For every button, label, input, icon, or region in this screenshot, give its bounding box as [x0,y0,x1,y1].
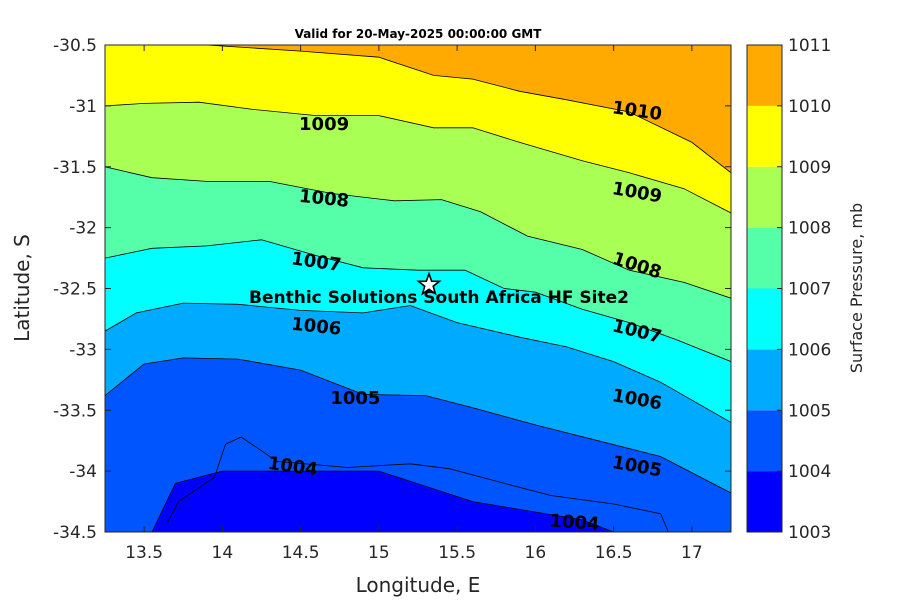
contour-line-layer [105,45,731,532]
y-tick-label: -31 [69,97,97,117]
contour-label: 1009 [299,114,349,135]
contour-label: 1008 [298,186,350,212]
contour-line-1009 [105,101,731,214]
x-tick-label: 14 [212,543,234,563]
x-tick-label: 17 [681,543,703,563]
contour-label: 1005 [330,388,380,409]
colorbar-tick-label: 1011 [788,36,831,56]
colorbar-label: Surface Pressure, mb [847,203,866,373]
contour-label: 1006 [290,314,342,340]
colorbar-swatch [747,227,782,289]
colorbar-tick-label: 1009 [788,158,831,178]
contour-line-1004 [167,436,669,532]
contour-line-1006 [105,302,731,423]
colorbar-swatch [747,45,782,106]
band-1003-1004 [151,470,614,532]
contour-line-1007 [105,239,731,362]
colorbar: 1003 1004 1005 1006 1007 1008 1009 1010 1011 [746,36,831,543]
contour-label: 1004 [549,511,600,535]
x-tick-label: 16.5 [595,543,633,563]
contour-fill-layer [105,45,731,532]
x-axis-label: Longitude, E [356,573,481,597]
y-tick-label: -34.5 [53,523,97,543]
colorbar-tick-label: 1006 [788,340,831,360]
chart-title: Valid for 20-May-2025 00:00:00 GMT [295,27,543,41]
site-label: Benthic Solutions South Africa HF Site2 [249,288,629,308]
contour-line-1005 [105,357,731,494]
y-tick-label: -33.5 [53,401,97,421]
colorbar-tick-label: 1003 [788,523,831,543]
x-tick-label: 14.5 [282,543,320,563]
x-tick-label: 15.5 [438,543,476,563]
y-tick-label: -34 [69,462,97,482]
colorbar-tick-label: 1008 [788,219,831,239]
site-star-marker [416,271,442,296]
site-layer: Benthic Solutions South Africa HF Site2 [249,271,629,308]
colorbar-swatch [747,471,782,532]
colorbar-swatch [747,349,782,411]
x-tick-label: 15 [368,543,390,563]
colorbar-swatch [747,166,782,228]
contour-line-1008 [105,166,731,299]
x-axis: 13.5 14 14.5 15 15.5 16 16.5 17 [125,45,703,563]
colorbar-tick-label: 1007 [788,280,831,300]
x-tick-label: 16 [525,543,547,563]
y-axis-label: Latitude, S [10,234,34,342]
y-tick-label: -32 [69,219,97,239]
colorbar-tick-label: 1010 [788,97,831,117]
y-tick-label: -32.5 [53,280,97,300]
colorbar-tick-label: 1005 [788,401,831,421]
colorbar-swatch [747,288,782,350]
colorbar-tick-label: 1004 [788,462,831,482]
colorbar-swatch [747,105,782,167]
colorbar-swatch [747,410,782,472]
x-tick-label: 13.5 [125,543,163,563]
band-above-1010 [105,45,731,173]
y-tick-label: -33 [69,340,97,360]
y-tick-label: -31.5 [53,158,97,178]
contour-line-1010 [206,45,731,174]
y-axis: -30.5 -31 -31.5 -32 -32.5 -33 -33.5 -34 -34.5 [53,36,731,543]
y-tick-label: -30.5 [53,36,97,56]
